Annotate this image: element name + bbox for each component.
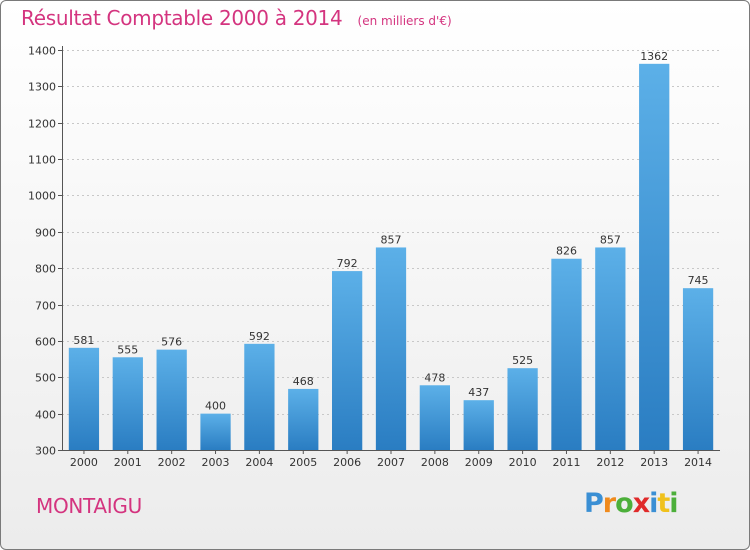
bar-2000: [68, 347, 100, 450]
x-tick-label-2013: 2013: [640, 456, 668, 469]
value-label-2005: 468: [293, 375, 314, 388]
bar-2001: [112, 357, 143, 450]
value-label-2008: 478: [424, 371, 445, 384]
x-tick-label-2007: 2007: [377, 456, 405, 469]
chart-title-row: Résultat Comptable 2000 à 2014 (en milli…: [21, 6, 452, 30]
value-label-2007: 857: [381, 233, 402, 246]
x-tick-label-2001: 2001: [114, 456, 142, 469]
logo-letter: i: [649, 488, 658, 519]
value-label-2014: 745: [688, 274, 709, 287]
bar-2002: [156, 349, 187, 450]
value-label-2003: 400: [205, 400, 226, 413]
x-tick-label-2004: 2004: [245, 456, 273, 469]
value-label-2002: 576: [161, 336, 182, 349]
x-tick-label-2005: 2005: [289, 456, 317, 469]
value-label-2010: 525: [512, 354, 533, 367]
logo-letter: i: [669, 488, 678, 519]
chart-title: Résultat Comptable 2000 à 2014: [21, 6, 343, 30]
value-label-2012: 857: [600, 233, 621, 246]
logo-letter: r: [602, 488, 616, 519]
bar-2009: [463, 400, 494, 450]
bar-2007: [375, 247, 407, 450]
y-tick-label: 1100: [28, 154, 56, 167]
value-label-2001: 555: [117, 343, 138, 356]
bar-2014: [682, 288, 714, 450]
y-tick-label: 300: [35, 445, 56, 458]
y-tick-label: 500: [35, 372, 56, 385]
x-tick-label-2006: 2006: [333, 456, 361, 469]
bar-2005: [288, 388, 319, 450]
value-label-2000: 581: [73, 334, 94, 347]
bar-2013: [639, 63, 670, 451]
value-label-2011: 826: [556, 245, 577, 258]
x-tick-label-2008: 2008: [421, 456, 449, 469]
bar-2004: [244, 343, 275, 450]
y-tick-label: 700: [35, 300, 56, 313]
bars: [68, 63, 714, 451]
logo-letter: o: [615, 488, 634, 519]
value-label-2013: 1362: [640, 50, 668, 63]
y-tick-label: 1300: [28, 81, 56, 94]
place-name: MONTAIGU: [36, 494, 142, 518]
bar-2008: [419, 385, 451, 450]
y-tick-label: 900: [35, 227, 56, 240]
proxiti-logo: Proxiti: [584, 488, 679, 519]
y-tick-label: 400: [35, 409, 56, 422]
x-tick-label-2009: 2009: [465, 456, 493, 469]
x-tick-label-2000: 2000: [70, 456, 98, 469]
chart-subtitle: (en milliers d'€): [357, 14, 452, 28]
axes: [58, 46, 720, 454]
logo-letter: x: [632, 488, 650, 519]
x-tick-label-2011: 2011: [552, 456, 580, 469]
y-tick-label: 800: [35, 263, 56, 276]
bar-2012: [595, 247, 626, 450]
bar-2011: [551, 258, 582, 450]
value-label-2004: 592: [249, 330, 270, 343]
logo-letter: P: [584, 488, 604, 519]
value-label-2006: 792: [337, 257, 358, 270]
x-tick-label-2014: 2014: [684, 456, 712, 469]
logo-letter: t: [657, 488, 670, 519]
labels: 300 400 500 600 700 800 900 1000 1100 1200 1300 140…: [28, 45, 712, 470]
x-tick-label-2010: 2010: [509, 456, 537, 469]
bar-2003: [200, 413, 231, 450]
y-tick-label: 1200: [28, 118, 56, 131]
bar-2006: [331, 271, 363, 450]
y-tick-label: 1000: [28, 190, 56, 203]
x-tick-label-2012: 2012: [596, 456, 624, 469]
x-tick-label-2003: 2003: [202, 456, 230, 469]
x-tick-label-2002: 2002: [158, 456, 186, 469]
y-tick-label: 1400: [28, 45, 56, 58]
y-tick-label: 600: [35, 336, 56, 349]
bar-2010: [507, 368, 538, 450]
value-label-2009: 437: [468, 386, 489, 399]
